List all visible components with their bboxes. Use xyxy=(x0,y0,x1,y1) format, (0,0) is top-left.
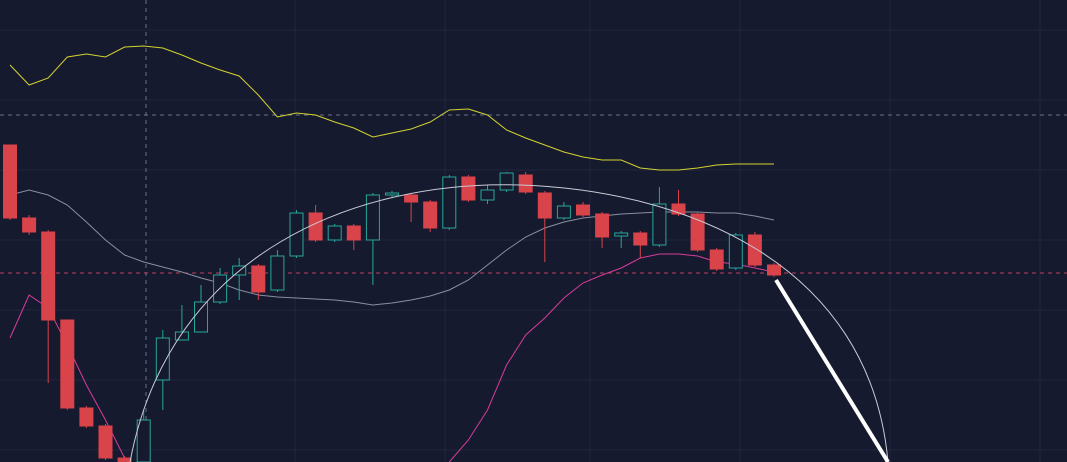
candle-body xyxy=(709,249,724,270)
candle-body xyxy=(614,232,629,237)
candle-body xyxy=(690,213,705,251)
candle-body xyxy=(3,144,17,219)
candle-body xyxy=(117,457,132,462)
candle-body xyxy=(595,213,610,238)
candle-body xyxy=(385,192,399,196)
candle-body xyxy=(556,205,571,219)
candle-body xyxy=(518,174,533,193)
candle-body xyxy=(136,419,151,462)
candle-body xyxy=(155,337,170,381)
candle-body xyxy=(22,217,37,233)
candle-body xyxy=(499,172,514,191)
candle-body xyxy=(576,204,590,216)
candle-body xyxy=(79,407,94,427)
candle-body xyxy=(404,194,419,203)
candle-body xyxy=(671,203,686,215)
candle-body xyxy=(442,176,457,229)
candle-body xyxy=(308,212,323,241)
candle-body xyxy=(633,232,648,246)
candle-body xyxy=(537,192,552,219)
candle-body xyxy=(747,234,762,266)
candle-body xyxy=(652,203,667,246)
candle-body xyxy=(60,319,75,409)
indicator-line xyxy=(9,45,774,171)
indicator-line xyxy=(9,189,775,306)
candle-body xyxy=(98,425,113,459)
candle-body xyxy=(251,265,266,293)
candle-body xyxy=(270,255,285,291)
candle-body xyxy=(461,176,476,201)
candle-body xyxy=(41,231,56,321)
arc-drawing xyxy=(129,184,889,462)
plot xyxy=(3,45,781,462)
candle-body xyxy=(423,201,438,229)
candle-body xyxy=(346,225,361,241)
candle-body xyxy=(174,331,189,341)
candle-body xyxy=(289,212,304,257)
candle-body xyxy=(365,194,380,241)
candle-body xyxy=(194,301,208,333)
trend-line-drawing xyxy=(774,278,890,462)
candle-body xyxy=(480,189,495,201)
candle-body xyxy=(728,234,743,269)
candle-body xyxy=(767,264,781,276)
candle-body xyxy=(327,225,342,241)
